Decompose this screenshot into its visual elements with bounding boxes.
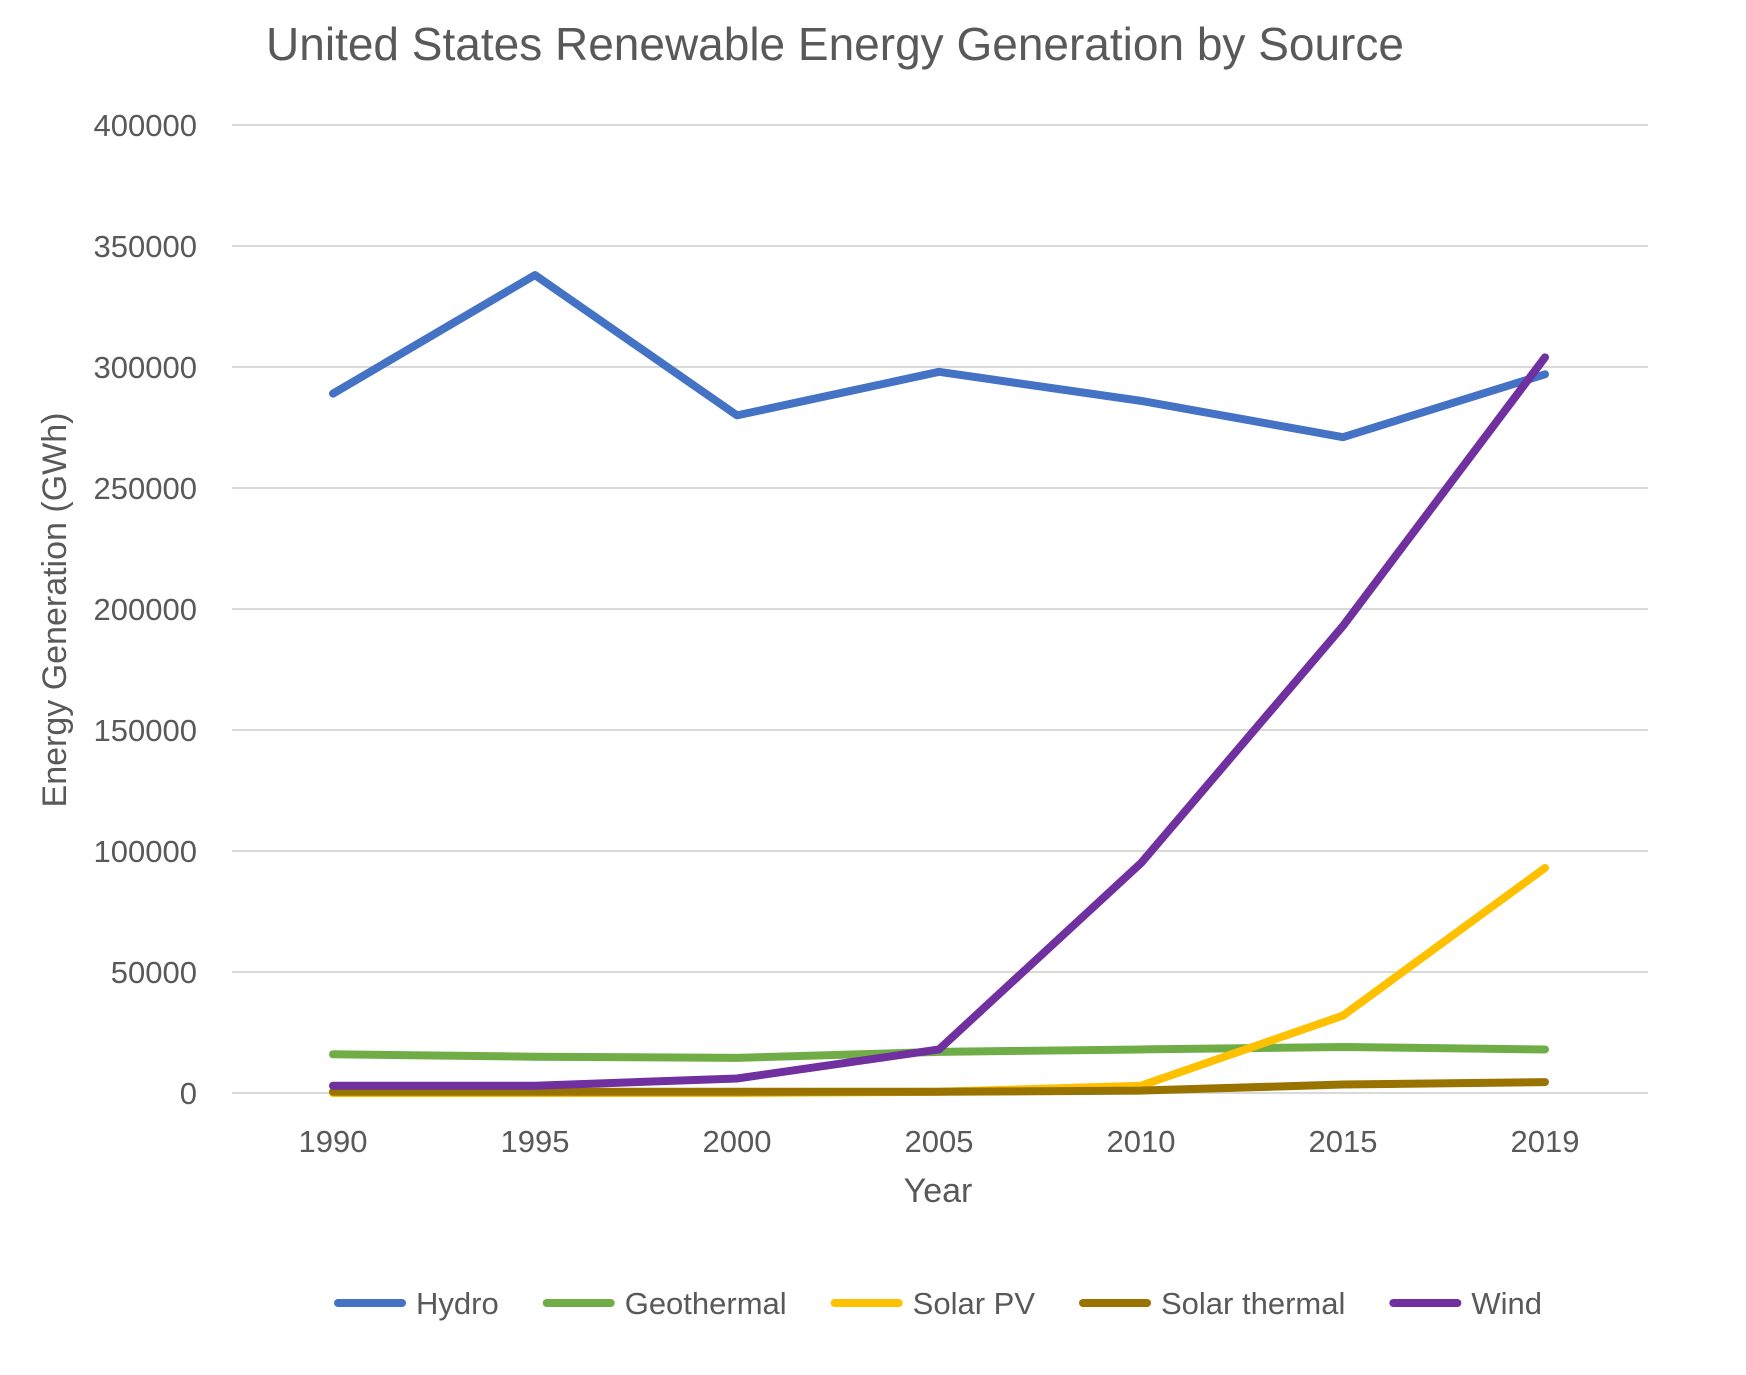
y-tick-label: 200000 [94, 592, 197, 627]
legend-item: Solar thermal [1079, 1286, 1345, 1321]
legend-item: Hydro [334, 1286, 499, 1321]
legend-item: Solar PV [830, 1286, 1036, 1321]
y-axis-ticks: 0 50000 100000 150000 200000 250000 300000 3500… [94, 108, 197, 1111]
legend-item: Geothermal [542, 1286, 787, 1321]
series-line-hydro [329, 271, 1549, 442]
x-tick-label: 2005 [905, 1124, 974, 1159]
y-tick-label: 0 [180, 1076, 197, 1111]
x-axis-label: Year [904, 1172, 973, 1210]
y-axis-label: Energy Generation (GWh) [36, 413, 74, 808]
legend-label: Solar PV [913, 1286, 1036, 1321]
y-tick-label: 150000 [94, 713, 197, 748]
y-tick-label: 50000 [111, 955, 197, 990]
y-tick-label: 250000 [94, 471, 197, 506]
legend: Hydro Geothermal Solar PV Solar thermal Wind [334, 1286, 1542, 1321]
x-axis-ticks: 1990 1995 2000 2005 2010 2015 2019 [299, 1124, 1580, 1159]
legend-item: Wind [1389, 1286, 1542, 1321]
x-tick-label: 2000 [703, 1124, 772, 1159]
series-line-solar-thermal [329, 1078, 1549, 1096]
x-tick-label: 2010 [1107, 1124, 1176, 1159]
x-tick-label: 2019 [1511, 1124, 1580, 1159]
series-line-wind [329, 353, 1549, 1090]
gridlines [232, 124, 1648, 1094]
legend-label: Geothermal [625, 1286, 787, 1321]
y-tick-label: 400000 [94, 108, 197, 143]
chart-title: United States Renewable Energy Generatio… [266, 18, 1404, 70]
x-tick-label: 2015 [1309, 1124, 1378, 1159]
legend-label: Solar thermal [1161, 1286, 1345, 1321]
legend-label: Wind [1471, 1286, 1542, 1321]
y-tick-label: 300000 [94, 350, 197, 385]
x-tick-label: 1990 [299, 1124, 368, 1159]
legend-label: Hydro [416, 1286, 499, 1321]
series-lines [329, 271, 1549, 1097]
x-tick-label: 1995 [501, 1124, 570, 1159]
y-tick-label: 100000 [94, 834, 197, 869]
y-tick-label: 350000 [94, 229, 197, 264]
